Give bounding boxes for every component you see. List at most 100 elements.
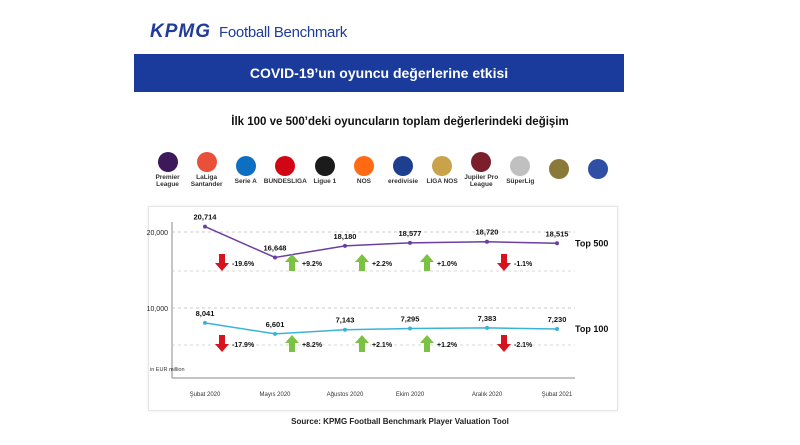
data-point: [273, 255, 277, 260]
x-tick-label: Aralık 2020: [472, 392, 503, 398]
y-tick-label: 10,000: [147, 306, 169, 313]
league-premier-league-logo: Premier League: [148, 152, 187, 188]
league-label: LaLiga Santander: [190, 174, 223, 188]
serie-a-icon: [235, 155, 256, 176]
league-label: Serie A: [234, 177, 257, 185]
league-bundesliga-logo: BUNDESLIGA: [263, 155, 307, 185]
data-point: [343, 327, 347, 332]
x-tick-label: Mayıs 2020: [259, 392, 291, 398]
data-point: [485, 239, 489, 244]
data-point: [408, 240, 412, 245]
chart-frame: [148, 206, 618, 411]
league-liga-portugal-logo: LIGA NOS: [423, 155, 462, 185]
banner-title: COVID-19’un oyuncu değerlerine etkisi: [134, 54, 624, 92]
data-point: [485, 325, 489, 330]
laliga-icon: [196, 152, 217, 172]
ligue-1-icon: [314, 155, 335, 176]
series-name-label: Top 500: [575, 238, 608, 248]
chart-subtitle: İlk 100 ve 500’deki oyuncuların toplam d…: [231, 116, 569, 128]
league-laliga-logo: LaLiga Santander: [187, 152, 226, 188]
data-point: [203, 320, 207, 325]
league-label: Ligue 1: [313, 177, 337, 185]
league-ligue-1-logo: Ligue 1: [305, 155, 344, 185]
league-superlig-logo: SüperLig: [501, 155, 540, 185]
russian-league-icon: [549, 159, 570, 179]
league-russian-league-logo: [540, 159, 579, 181]
y-tick-label: 20,000: [147, 230, 169, 237]
data-label: 20,714: [194, 213, 218, 222]
source-note: Source: KPMG Football Benchmark Player V…: [291, 417, 509, 426]
data-point: [555, 241, 559, 246]
league-label: NOS: [356, 177, 371, 185]
series-line-top-500: [204, 225, 558, 259]
arrow-down-icon: [215, 254, 229, 271]
y-axis-label: in EUR million: [150, 367, 185, 373]
arrow-up-icon: [355, 335, 369, 352]
data-label: 7,295: [401, 315, 420, 324]
arrow-down-icon: [497, 254, 511, 271]
banner-title-text: COVID-19’un oyuncu değerlerine etkisi: [249, 65, 509, 81]
liga-portugal-icon: [432, 155, 453, 176]
league-label: LIGA NOS: [426, 177, 458, 185]
change-label: -19.6%: [232, 261, 255, 268]
data-label: 18,180: [334, 232, 357, 241]
arrow-up-icon: [355, 254, 369, 271]
data-label: 7,230: [548, 315, 567, 324]
data-label: 7,143: [336, 316, 355, 325]
league-label: BUNDESLIGA: [263, 177, 307, 185]
arrow-up-icon: [285, 335, 299, 352]
arrow-up-icon: [420, 335, 434, 352]
league-serie-a-logo: Serie A: [226, 155, 265, 185]
data-point: [555, 327, 559, 332]
product-name: Football Benchmark: [219, 23, 347, 41]
league-label: SüperLig: [506, 177, 535, 185]
league-label: eredivisie: [388, 177, 419, 185]
series-name-label: Top 100: [575, 324, 608, 334]
change-label: +1.0%: [437, 261, 458, 268]
league-eredivisie-logo: eredivisie: [383, 155, 422, 185]
data-label: 8,041: [196, 309, 215, 318]
league-swiss-league-logo: [579, 159, 618, 181]
eredivisie-icon: [393, 155, 414, 176]
x-tick-label: Ekim 2020: [396, 392, 425, 398]
series-line-top-100: [204, 322, 558, 335]
jupiler-icon: [471, 152, 492, 172]
league-logos-row: Premier League LaLiga Santander Serie A BUN…: [148, 150, 618, 190]
swiss-league-icon: [588, 159, 609, 179]
change-label: +1.2%: [437, 342, 458, 349]
change-label: +2.2%: [372, 261, 393, 268]
change-label: -1.1%: [514, 261, 533, 268]
league-jupiler-logo: Jupiler Pro League: [462, 152, 501, 188]
kpmg-logo: KPMG Football Benchmark: [150, 21, 347, 43]
data-label: 18,515: [546, 229, 569, 238]
change-label: +8.2%: [302, 342, 323, 349]
superlig-icon: [510, 155, 531, 176]
change-label: -17.9%: [232, 342, 255, 349]
data-label: 16,648: [264, 243, 287, 252]
x-tick-label: Ağustos 2020: [327, 392, 364, 398]
arrow-down-icon: [215, 335, 229, 352]
x-tick-label: Şubat 2020: [190, 392, 221, 398]
change-label: +2.1%: [372, 342, 393, 349]
data-label: 6,601: [266, 320, 285, 329]
data-label: 18,720: [476, 228, 499, 237]
arrow-down-icon: [497, 335, 511, 352]
arrow-up-icon: [420, 254, 434, 271]
data-point: [343, 243, 347, 248]
bundesliga-icon: [275, 155, 296, 176]
x-tick-label: Şubat 2021: [542, 392, 573, 398]
kpmg-wordmark: KPMG: [150, 21, 211, 42]
data-point: [273, 331, 277, 336]
league-label: Premier League: [155, 174, 180, 188]
liga-nos-icon: [353, 155, 374, 176]
league-label: Jupiler Pro League: [464, 174, 499, 188]
data-point: [408, 326, 412, 331]
data-label: 7,383: [478, 314, 497, 323]
change-label: +9.2%: [302, 261, 323, 268]
data-point: [203, 224, 207, 229]
data-label: 18,577: [399, 229, 422, 238]
arrow-up-icon: [285, 254, 299, 271]
premier-league-icon: [157, 152, 178, 172]
change-label: -2.1%: [514, 342, 533, 349]
